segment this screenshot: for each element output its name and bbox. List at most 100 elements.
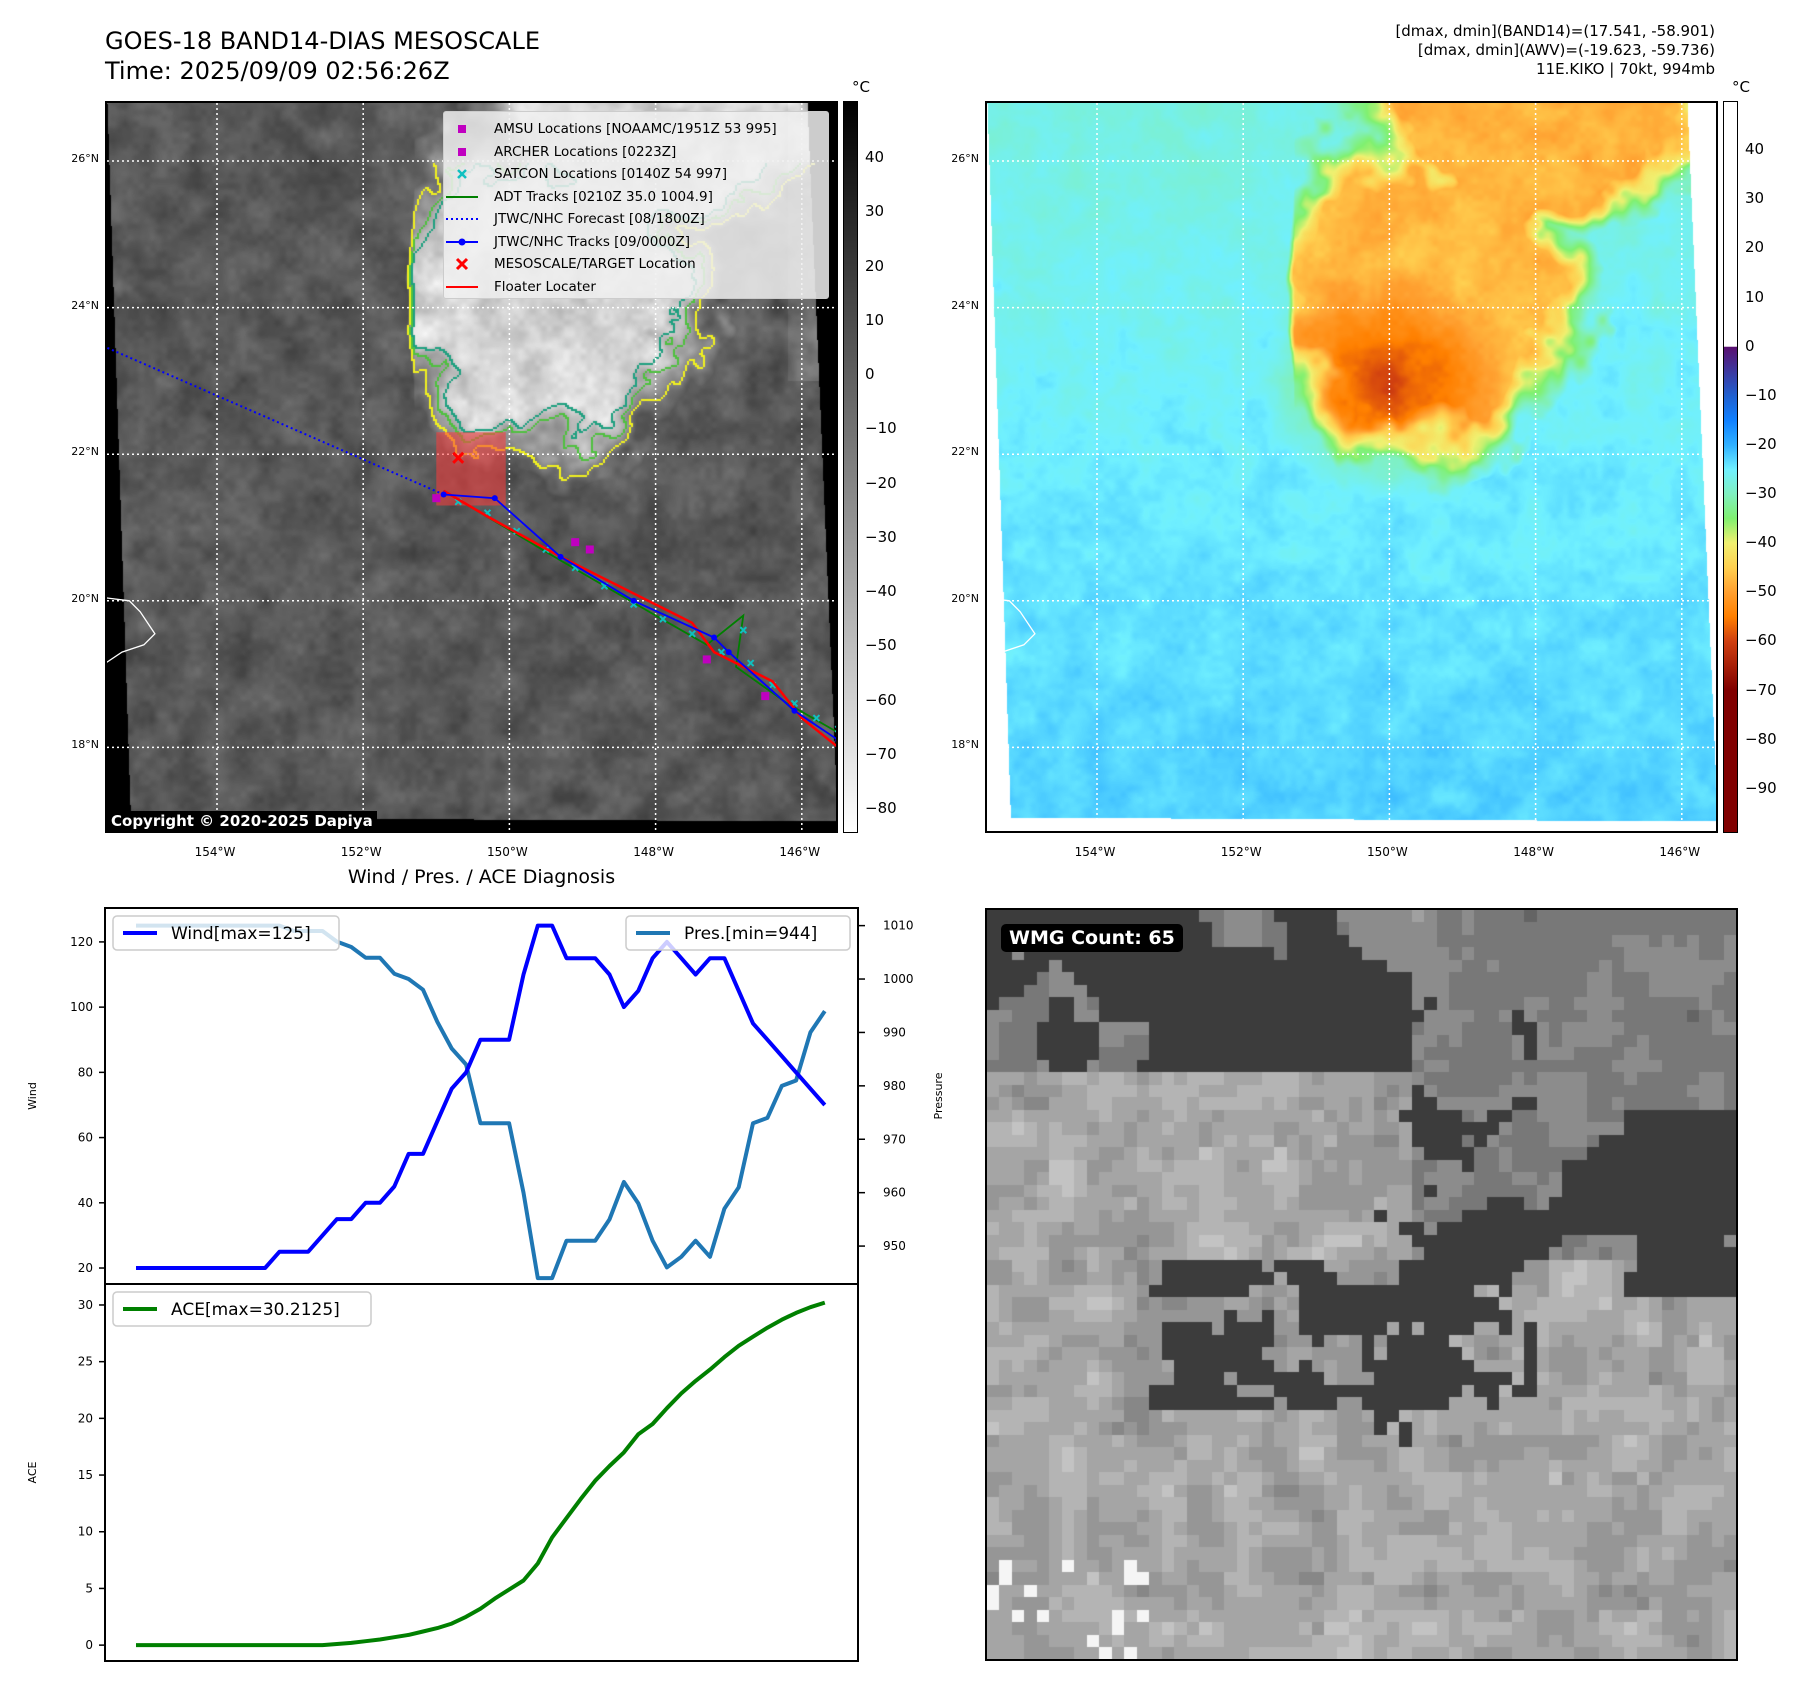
left-colorbar [843,101,858,833]
legend-right-box [625,915,851,951]
right-colorbar [1723,101,1738,833]
legend-symbol-icon [446,195,478,198]
colorbar-tick-label: −10 [865,419,897,438]
target-marker [452,451,465,464]
colorbar-tick-label: −30 [865,527,897,546]
awv-imagery [987,103,1716,831]
y-tick-label: 15 [78,1468,93,1482]
amsu-marker [432,494,441,503]
y-axis-label: Wind [26,1082,39,1110]
y2-tick-label: 950 [883,1239,906,1253]
legend-right-label: Pres.[min=944] [684,924,817,944]
lat-tick-label: 24°N [951,298,979,312]
y2-tick-label: 1000 [883,972,914,986]
wmg-count-label: WMG Count: 65 [1001,924,1183,952]
lat-tick-label: 22°N [71,445,99,459]
jtwc-forecast-line [107,346,444,496]
legend-symbol-icon [455,257,469,271]
legend-left-box [112,915,340,951]
lat-tick-label: 20°N [71,591,99,605]
wind-series-line [136,923,827,1270]
y-tick-label: 20 [78,1411,93,1425]
map-legend: AMSU Locations [NOAAMC/1951Z 53 995] ARCH… [443,111,829,299]
jtwc-track-point [440,491,447,498]
band14-ir-map: AMSU Locations [NOAAMC/1951Z 53 995] ARCH… [105,101,838,833]
y2-tick-label: 980 [883,1079,906,1093]
legend-label: AMSU Locations [NOAAMC/1951Z 53 995] [494,121,777,137]
lon-tick-label: 150°W [487,845,528,859]
colorbar-tick-label: −10 [1745,385,1777,404]
legend-symbol-icon [458,147,466,156]
y-tick-label: 80 [78,1065,93,1079]
y-tick-label: 25 [78,1355,93,1369]
legend-label: JTWC/NHC Forecast [08/1800Z] [494,211,705,227]
y-tick-label: 100 [70,1000,93,1014]
jtwc-track-point [557,553,564,560]
y-tick-label: 5 [85,1581,93,1595]
satcon-marker [688,630,696,638]
legend-label: SATCON Locations [0140Z 54 997] [494,166,727,182]
colorbar-tick-label: 30 [865,202,885,221]
colorbar-tick-label: −40 [1745,533,1777,552]
satcon-marker [834,725,836,733]
colorbar-tick-label: −70 [1745,680,1777,699]
chart-panel-frame [104,907,859,1285]
lon-tick-label: 154°W [1074,845,1116,859]
lon-tick-label: 146°W [1659,845,1701,859]
colorbar-tick-label: 40 [1745,140,1765,159]
ace-series-line [136,1300,826,1648]
wmg-imagery [987,910,1736,1659]
title-line-1: GOES-18 BAND14-DIAS MESOSCALE [105,27,541,55]
y-tick-label: 40 [78,1196,93,1210]
legend-label: Floater Locater [494,278,596,295]
satcon-marker [746,659,755,667]
colorbar-tick-label: −20 [1745,434,1777,453]
colorbar-tick-label: 20 [865,256,885,275]
colorbar-tick-label: 40 [865,147,885,166]
y-tick-label: 30 [78,1298,93,1312]
jtwc-track-point [630,597,637,604]
lon-tick-label: 154°W [194,845,236,859]
legend-symbol-icon [446,238,478,245]
y2-tick-label: 1010 [883,919,914,933]
legend-left-label: ACE[max=30.2125] [171,1300,340,1320]
y2-tick-label: 960 [883,1186,906,1200]
colorbar-tick-label: 10 [865,310,885,329]
y2-axis-label: Pressure [932,1072,945,1119]
jtwc-track-point [491,495,498,502]
lat-tick-label: 24°N [71,298,99,312]
title-time: Time: 2025/09/09 02:56:26Z [105,57,450,85]
storm-info: 11E.KIKO | 70kt, 994mb [1536,60,1715,78]
legend-symbol-icon [446,285,478,288]
colorbar-tick-label: 20 [1745,238,1765,257]
satcon-marker [739,626,748,634]
band14-range: [dmax, dmin](BAND14)=(17.541, -58.901) [1395,22,1715,40]
y-tick-label: 120 [70,935,93,949]
colorbar-tick-label: 0 [1745,336,1755,355]
coastline-hawaii [987,597,1036,663]
jtwc-track-point [725,649,732,656]
legend-label: MESOSCALE/TARGET Location [494,256,696,272]
y-tick-label: 20 [78,1261,93,1275]
colorbar-tick-label: 10 [1745,287,1765,306]
lon-tick-label: 146°W [779,845,821,859]
legend-symbol-icon [457,169,467,179]
amsu-marker [571,538,580,547]
colorbar-tick-label: −20 [865,473,897,492]
lat-tick-label: 20°N [951,591,979,605]
colorbar-tick-label: −30 [1745,484,1777,503]
lat-tick-label: 18°N [71,738,99,752]
legend-symbol-icon [446,218,478,220]
jtwc-track-point [835,738,836,742]
diagnosis-chart: 20406080100120Wind9509609709809901000101… [26,907,945,1662]
lon-tick-label: 148°W [633,845,674,859]
copyright-label: Copyright © 2020-2025 Dapiya [107,811,377,831]
colorbar-tick-label: 30 [1745,189,1765,208]
lon-tick-label: 152°W [1220,845,1262,859]
left-colorbar-unit: °C [852,78,870,96]
legend-label: ADT Tracks [0210Z 35.0 1004.9] [494,188,713,205]
y-tick-label: 0 [85,1638,93,1652]
lon-tick-label: 148°W [1513,845,1554,859]
legend-symbol-icon [458,125,466,133]
lat-tick-label: 26°N [951,152,979,165]
